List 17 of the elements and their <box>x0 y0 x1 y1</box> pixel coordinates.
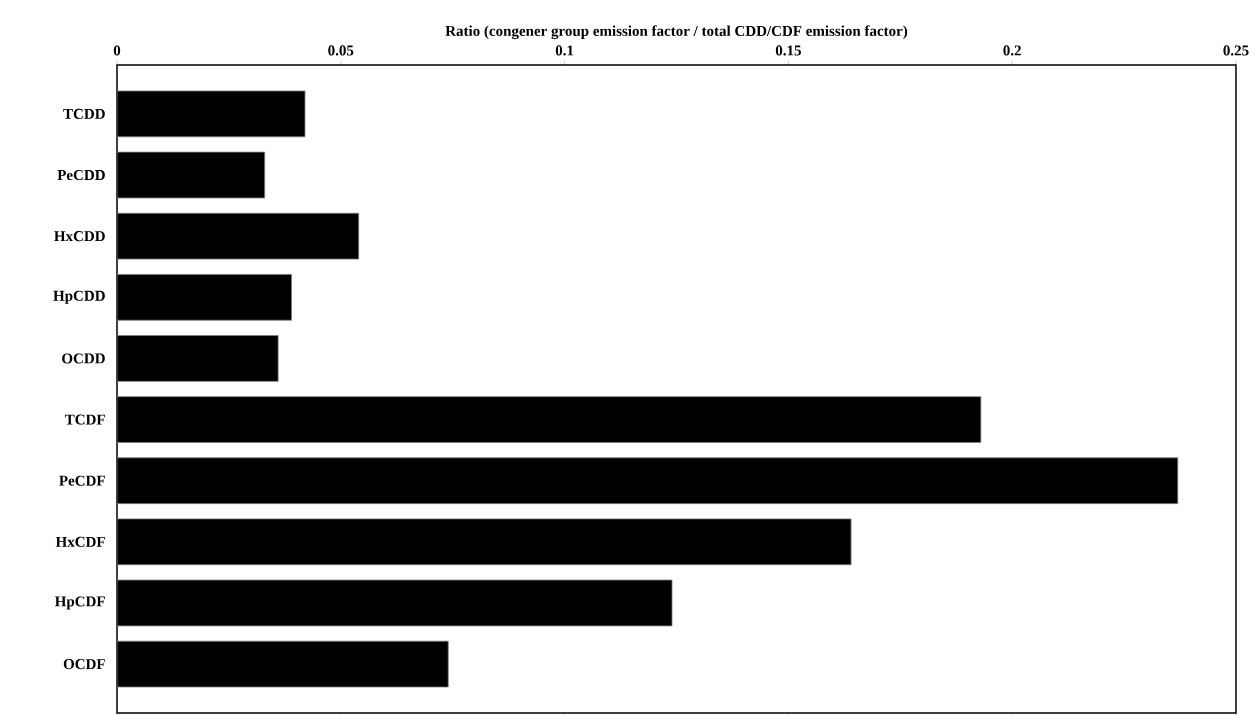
x-tick-label: 0.05 <box>328 45 354 56</box>
y-tick-label: HxCDD <box>54 231 105 242</box>
y-tick-label: HpCDF <box>54 596 105 610</box>
x-tick-label: 0.2 <box>1003 45 1021 56</box>
x-tick-label: 0.25 <box>1223 45 1249 56</box>
x-tick-label: 0.15 <box>775 45 801 56</box>
y-tick-label: PeCDD <box>57 169 105 181</box>
y-tick-label: HpCDD <box>53 290 105 304</box>
y-tick-label: HxCDF <box>55 536 105 547</box>
x-tick-label: 0 <box>113 45 121 56</box>
y-tick-label: TCDD <box>63 108 105 119</box>
y-tick-label: OCDD <box>62 353 105 364</box>
x-axis-title: Ratio (congener group emission factor / total CDD/CDF emission factor) <box>445 25 908 40</box>
y-tick-label: TCDF <box>64 414 105 425</box>
y-tick-label: OCDF <box>63 659 105 670</box>
x-tick-label: 0.1 <box>555 45 574 56</box>
y-tick-label: PeCDF <box>59 475 105 486</box>
